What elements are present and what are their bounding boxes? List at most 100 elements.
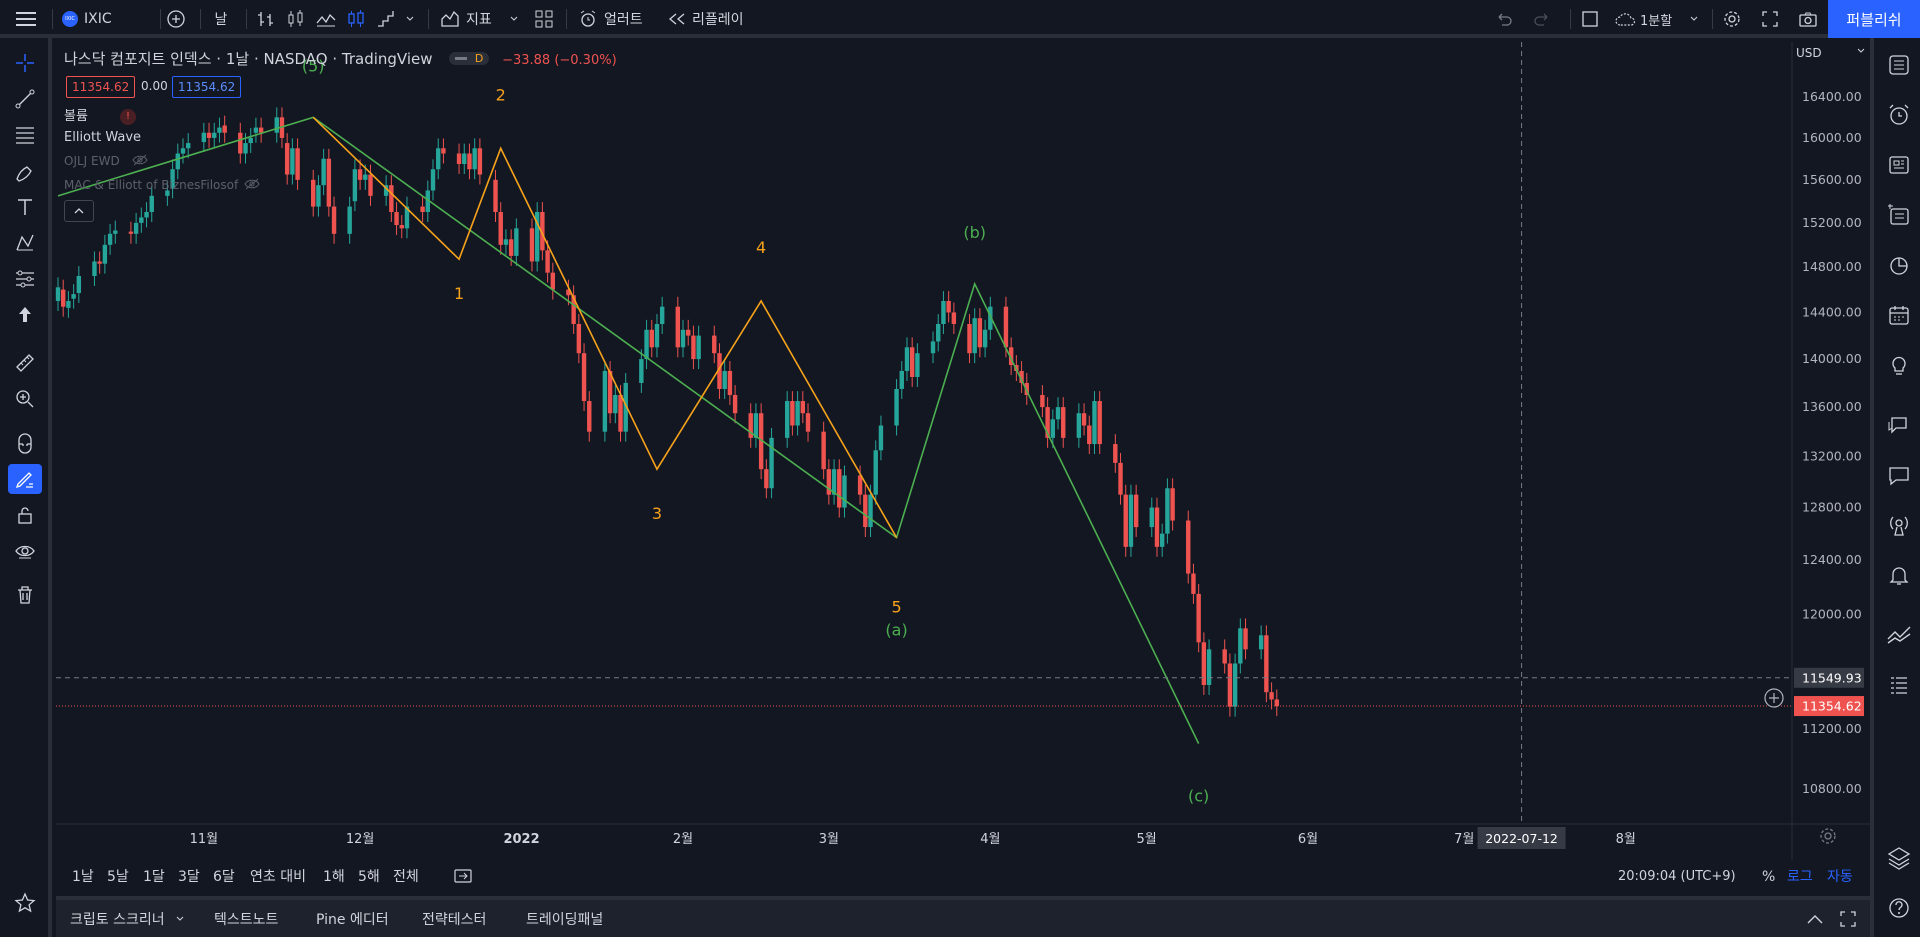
range-all[interactable]: 전체	[393, 869, 419, 885]
error-badge-icon[interactable]: !	[120, 109, 137, 125]
prediction-icon[interactable]	[8, 264, 42, 294]
stay-in-drawing-mode-icon[interactable]	[8, 464, 42, 494]
indicator-ojlj-ewd[interactable]: OJLJ EWD	[64, 154, 148, 168]
chevron-down-icon[interactable]	[506, 0, 522, 38]
help-icon[interactable]	[1884, 893, 1914, 923]
eye-hidden-icon[interactable]	[244, 178, 260, 190]
eye-hidden-icon[interactable]	[131, 154, 148, 166]
trend-line-icon[interactable]	[8, 84, 42, 114]
fib-retracement-icon[interactable]	[8, 120, 42, 150]
bid-price-box[interactable]: 11354.62	[66, 76, 136, 98]
magnet-icon[interactable]	[8, 428, 42, 458]
maximize-panel-icon[interactable]	[1830, 904, 1866, 936]
news-icon[interactable]	[1884, 150, 1914, 180]
chat-icon[interactable]	[1884, 410, 1914, 440]
broadcast-icon[interactable]	[1884, 510, 1914, 540]
orange-wave-label: 1	[454, 284, 464, 303]
indicators-button[interactable]: 지표	[440, 0, 500, 38]
pattern-icon[interactable]	[8, 228, 42, 258]
candle	[863, 484, 868, 538]
tab-trading-panel[interactable]: 트레이딩패널	[526, 912, 604, 928]
compare-add-icon[interactable]	[164, 0, 188, 38]
candle	[1191, 563, 1196, 604]
brush-icon[interactable]	[8, 156, 42, 186]
templates-icon[interactable]	[532, 0, 556, 38]
chart-settings-gear-icon[interactable]	[1818, 826, 1838, 850]
fullscreen-icon[interactable]	[1758, 0, 1782, 38]
range-5d[interactable]: 5날	[107, 869, 129, 885]
hollow-candle-icon[interactable]	[344, 0, 368, 38]
alarm-clock-icon[interactable]	[1884, 100, 1914, 130]
bell-icon[interactable]	[1884, 560, 1914, 590]
replay-button[interactable]: 리플레이	[668, 0, 754, 38]
tab-pine-editor[interactable]: Pine 에디터	[316, 912, 389, 928]
ask-price-box[interactable]: 11354.62	[172, 76, 242, 98]
zoom-in-icon[interactable]	[8, 384, 42, 414]
object-tree-icon[interactable]	[1884, 200, 1914, 230]
candle	[826, 459, 832, 505]
gear-icon[interactable]	[1720, 0, 1744, 38]
range-3m[interactable]: 3달	[178, 869, 200, 885]
undo-icon[interactable]	[1492, 0, 1516, 38]
chevron-up-icon[interactable]	[1796, 904, 1834, 936]
range-1d[interactable]: 1날	[72, 869, 94, 885]
text-icon[interactable]	[8, 192, 42, 222]
market-status-badge[interactable]: D	[449, 52, 490, 65]
symbol-search-button[interactable]: IXIC IXIC	[62, 0, 152, 38]
lightbulb-icon[interactable]	[1884, 350, 1914, 380]
percent-toggle[interactable]: %	[1762, 869, 1776, 885]
arrow-up-icon[interactable]	[8, 300, 42, 330]
camera-icon[interactable]	[1796, 0, 1820, 38]
bar-style-icon[interactable]	[254, 0, 278, 38]
collapse-legend-button[interactable]	[64, 200, 94, 222]
lock-icon[interactable]	[8, 500, 42, 530]
chevron-down-icon[interactable]	[402, 0, 418, 38]
indicator-mac-elliott[interactable]: MAC & Elliott of BiznesFilosof	[64, 178, 260, 192]
chevron-down-icon	[1857, 48, 1865, 53]
publish-button[interactable]: 퍼블리쉬	[1828, 0, 1920, 38]
range-1m[interactable]: 1달	[143, 869, 165, 885]
range-ytd[interactable]: 연초 대비	[250, 869, 306, 885]
chevron-down-icon[interactable]	[1686, 0, 1702, 38]
candle-style-icon[interactable]	[284, 0, 308, 38]
line-style-icon[interactable]	[314, 0, 338, 38]
auto-toggle[interactable]: 자동	[1827, 869, 1853, 885]
goto-date-icon[interactable]	[453, 862, 473, 892]
indicator-volume[interactable]: 볼륨 !	[64, 105, 137, 125]
data-window-icon[interactable]	[1884, 670, 1914, 700]
layout-square-icon[interactable]	[1578, 0, 1602, 38]
indicator-elliott-wave[interactable]: Elliott Wave	[64, 130, 142, 145]
range-1y[interactable]: 1해	[323, 869, 345, 885]
range-5y[interactable]: 5해	[358, 869, 380, 885]
tab-crypto-screener[interactable]: 크립토 스크리너	[60, 904, 195, 936]
crosshair-icon[interactable]	[8, 48, 42, 78]
legend-header: 나스닥 컴포지트 인덱스 · 1날 · NASDAQ · TradingView…	[64, 48, 617, 69]
trash-icon[interactable]	[8, 580, 42, 610]
interval-button[interactable]: 날	[214, 12, 228, 28]
alert-button[interactable]: 얼러트	[578, 0, 654, 38]
calendar-icon[interactable]	[1884, 300, 1914, 330]
candle	[988, 296, 993, 340]
clock-display[interactable]: 20:09:04 (UTC+9)	[1618, 869, 1736, 884]
layout-select-button[interactable]: 1분할	[1614, 0, 1698, 38]
currency-selector[interactable]: USD	[1796, 46, 1866, 60]
chart-trend-icon[interactable]	[1884, 620, 1914, 650]
redo-icon[interactable]	[1530, 0, 1554, 38]
tab-strategy-tester[interactable]: 전략테스터	[422, 912, 487, 928]
eye-icon[interactable]	[8, 536, 42, 566]
pie-chart-icon[interactable]	[1884, 250, 1914, 280]
message-icon[interactable]	[1884, 460, 1914, 490]
add-price-alert-icon[interactable]	[1763, 687, 1785, 709]
tab-text-notes[interactable]: 텍스트노트	[214, 912, 279, 928]
heikin-ashi-icon[interactable]	[374, 0, 398, 38]
ruler-icon[interactable]	[8, 348, 42, 378]
range-6m[interactable]: 6달	[213, 869, 235, 885]
menu-icon[interactable]	[10, 0, 42, 38]
watchlist-icon[interactable]	[1884, 50, 1914, 80]
star-icon[interactable]	[8, 888, 42, 918]
candle	[602, 361, 608, 442]
right-sidebar	[1870, 38, 1920, 937]
layers-icon[interactable]	[1884, 843, 1914, 873]
log-toggle[interactable]: 로그	[1787, 869, 1813, 885]
